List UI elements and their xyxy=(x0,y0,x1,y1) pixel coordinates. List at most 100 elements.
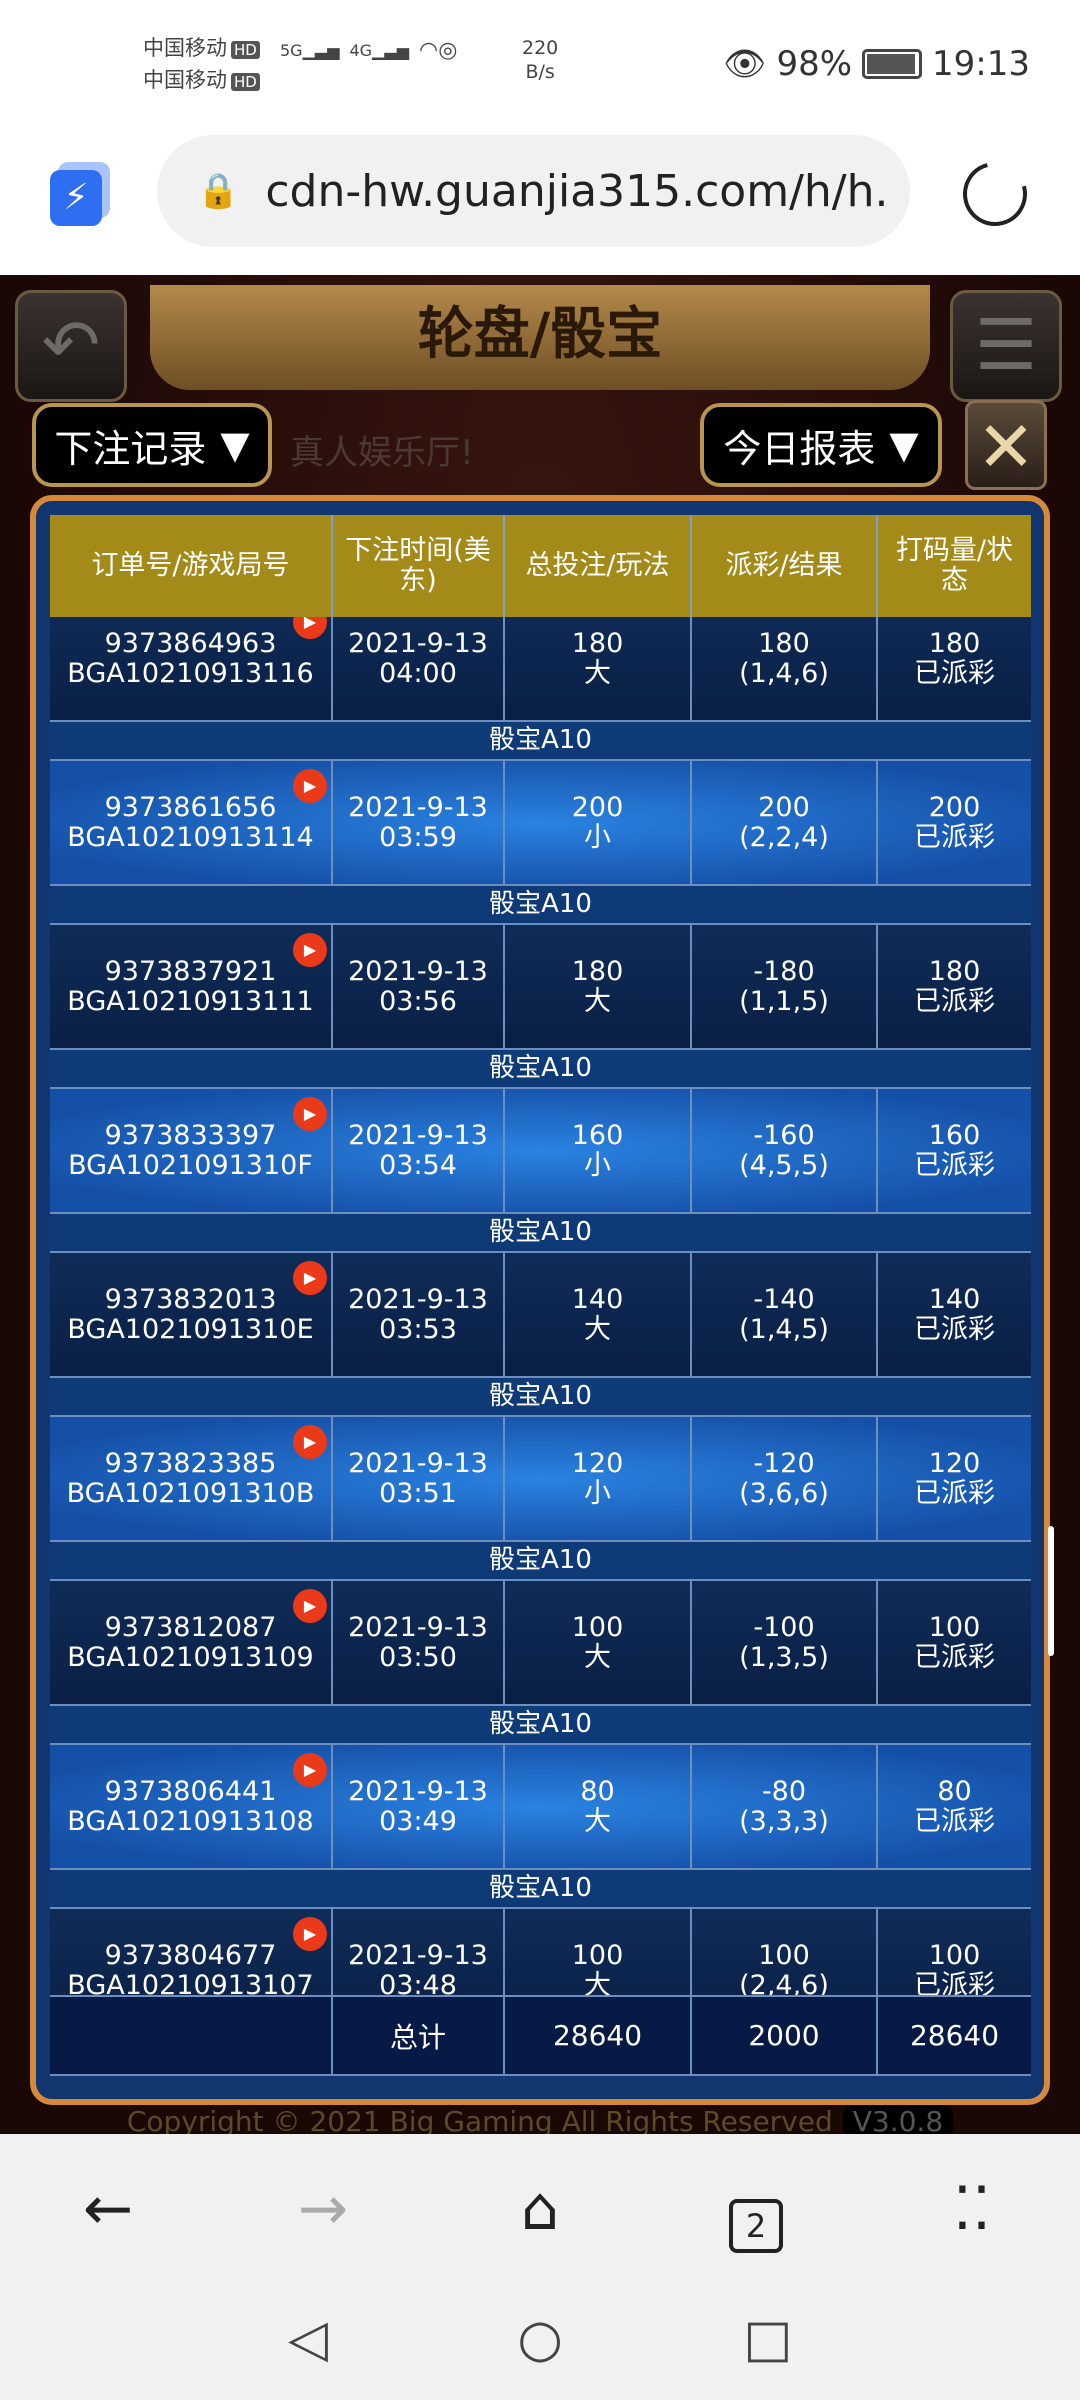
scrollbar[interactable] xyxy=(1048,1526,1054,1656)
back-button[interactable]: ↶ xyxy=(15,290,127,402)
bet-cell: 80 大 xyxy=(505,1745,692,1868)
clock: 19:13 xyxy=(932,44,1030,84)
report-dropdown[interactable]: 今日报表 ▼ xyxy=(700,403,942,487)
play-replay-icon[interactable]: ▶ xyxy=(293,1753,327,1787)
payout-cell: 100 (2,4,6) xyxy=(692,1909,878,1995)
signal-4g-icon: 4G▁▃▅ xyxy=(349,41,410,60)
payout-cell: 200 (2,2,4) xyxy=(692,761,878,884)
time-cell: 2021-9-13 03:49 xyxy=(333,1745,505,1868)
play-replay-icon[interactable]: ▶ xyxy=(293,1261,327,1295)
order-cell: 9373806441 BGA10210913108 ▶ xyxy=(50,1745,333,1868)
order-cell: 9373804677 BGA10210913107 ▶ xyxy=(50,1909,333,1995)
close-button[interactable]: ✕ xyxy=(965,400,1047,490)
system-home-icon[interactable]: ○ xyxy=(517,2309,563,2369)
status-bar: 中国移动 HD 中国移动 HD 5G▁▃▅ 4G▁▃▅ ◠◎ 220 B/s 👁 98… xyxy=(0,0,1080,120)
table-row[interactable]: 9373806441 BGA10210913108 ▶ 2021-9-13 03:49… xyxy=(50,1745,1031,1870)
marquee-text: 真人娱乐厅! xyxy=(290,433,474,473)
table-row[interactable]: 9373861656 BGA10210913114 ▶ 2021-9-13 03:59… xyxy=(50,761,1031,886)
total-row: 总计 28640 2000 28640 xyxy=(50,1995,1031,2076)
table-row[interactable]: 9373804677 BGA10210913107 ▶ 2021-9-13 03:48… xyxy=(50,1909,1031,1995)
order-cell: 9373864963 BGA10210913116 ▶ xyxy=(50,617,333,720)
address-bar[interactable]: 🔒 cdn-hw.guanjia315.com/h/h. xyxy=(157,135,910,247)
header-order: 订单号/游戏局号 xyxy=(50,515,333,617)
carrier-2: 中国移动 HD xyxy=(143,64,260,94)
table-row[interactable]: 9373832013 BGA1021091310E ▶ 2021-9-13 03:53… xyxy=(50,1253,1031,1378)
payout-cell: -100 (1,3,5) xyxy=(692,1581,878,1704)
play-replay-icon[interactable]: ▶ xyxy=(293,1425,327,1459)
time-cell: 2021-9-13 03:59 xyxy=(333,761,505,884)
network-speed: 220 B/s xyxy=(522,37,559,83)
table-row[interactable]: 9373837921 BGA10210913111 ▶ 2021-9-13 03:56… xyxy=(50,925,1031,1050)
header-payout: 派彩/结果 xyxy=(692,515,878,617)
table-row[interactable]: 9373864963 BGA10210913116 ▶ 2021-9-13 04:00… xyxy=(50,617,1031,722)
order-cell: 9373812087 BGA10210913109 ▶ xyxy=(50,1581,333,1704)
table-header: 订单号/游戏局号 下注时间(美东) 总投注/玩法 派彩/结果 打码量/状态 xyxy=(50,515,1031,617)
bet-cell: 180 大 xyxy=(505,925,692,1048)
triangle-down-icon: ▼ xyxy=(220,423,250,467)
play-replay-icon[interactable]: ▶ xyxy=(293,1097,327,1131)
game-label-row: 骰宝A10 xyxy=(50,1050,1031,1089)
table-row[interactable]: 9373812087 BGA10210913109 ▶ 2021-9-13 03:50… xyxy=(50,1581,1031,1706)
total-turnover: 28640 xyxy=(909,2019,1000,2052)
eye-icon: 👁 xyxy=(723,44,767,84)
play-replay-icon[interactable]: ▶ xyxy=(293,617,327,639)
home-icon[interactable]: ⌂ xyxy=(520,2174,560,2244)
order-cell: 9373833397 BGA1021091310F ▶ xyxy=(50,1089,333,1212)
records-table: 订单号/游戏局号 下注时间(美东) 总投注/玩法 派彩/结果 打码量/状态 93… xyxy=(50,515,1031,2076)
system-recents-icon[interactable]: □ xyxy=(743,2309,793,2369)
system-back-icon[interactable]: ◁ xyxy=(288,2309,328,2369)
triangle-down-icon: ▼ xyxy=(889,423,919,467)
carrier-1: 中国移动 HD xyxy=(143,32,260,62)
bet-cell: 140 大 xyxy=(505,1253,692,1376)
total-payout: 2000 xyxy=(692,1997,878,2074)
battery-icon xyxy=(862,49,923,79)
back-arrow-icon[interactable]: ← xyxy=(82,2174,134,2244)
lock-icon: 🔒 xyxy=(197,171,240,211)
order-cell: 9373861656 BGA10210913114 ▶ xyxy=(50,761,333,884)
lightning-app-icon[interactable]: ⚡ xyxy=(50,170,102,226)
play-replay-icon[interactable]: ▶ xyxy=(293,1917,327,1951)
title-banner: 轮盘/骰宝 xyxy=(150,285,930,390)
records-panel: 订单号/游戏局号 下注时间(美东) 总投注/玩法 派彩/结果 打码量/状态 93… xyxy=(30,495,1054,2105)
game-label-row: 骰宝A10 xyxy=(50,722,1031,761)
status-cell: 100 已派彩 xyxy=(914,1939,995,1995)
time-cell: 2021-9-13 03:56 xyxy=(333,925,505,1048)
time-cell: 2021-9-13 04:00 xyxy=(333,617,505,720)
signal-5g-icon: 5G▁▃▅ xyxy=(280,41,340,60)
payout-cell: -140 (1,4,5) xyxy=(692,1253,878,1376)
footer: Copyright © 2021 Big Gaming All Rights R… xyxy=(0,2105,1080,2138)
status-cell: 100 已派彩 xyxy=(914,1611,995,1673)
payout-cell: -80 (3,3,3) xyxy=(692,1745,878,1868)
browser-bottom-bar: ← → ⌂ 2 ⁚⁚ ◁ ○ □ xyxy=(0,2134,1080,2400)
game-page: ↶ 轮盘/骰宝 ☰ 真人娱乐厅! 下注记录 ▼ 今日报表 ▼ ✕ 订单号/游戏局号 … xyxy=(0,275,1080,2138)
time-cell: 2021-9-13 03:50 xyxy=(333,1581,505,1704)
status-cell: 160 已派彩 xyxy=(914,1119,995,1181)
game-label-row: 骰宝A10 xyxy=(50,1706,1031,1745)
payout-cell: -120 (3,6,6) xyxy=(692,1417,878,1540)
status-cell: 80 已派彩 xyxy=(914,1775,995,1837)
order-cell: 9373823385 BGA1021091310B ▶ xyxy=(50,1417,333,1540)
bet-record-dropdown[interactable]: 下注记录 ▼ xyxy=(32,403,272,487)
payout-cell: 180 (1,4,6) xyxy=(692,617,878,720)
time-cell: 2021-9-13 03:48 xyxy=(333,1909,505,1995)
bet-cell: 100 大 xyxy=(505,1581,692,1704)
play-replay-icon[interactable]: ▶ xyxy=(293,933,327,967)
more-icon[interactable]: ⁚⁚ xyxy=(952,2174,992,2244)
payout-cell: -160 (4,5,5) xyxy=(692,1089,878,1212)
table-row[interactable]: 9373823385 BGA1021091310B ▶ 2021-9-13 03:51… xyxy=(50,1417,1031,1542)
time-cell: 2021-9-13 03:53 xyxy=(333,1253,505,1376)
status-cell: 180 已派彩 xyxy=(914,955,995,1017)
table-body[interactable]: 9373864963 BGA10210913116 ▶ 2021-9-13 04:00… xyxy=(50,617,1031,1995)
menu-button[interactable]: ☰ xyxy=(950,290,1062,402)
order-cell: 9373837921 BGA10210913111 ▶ xyxy=(50,925,333,1048)
payout-cell: -180 (1,1,5) xyxy=(692,925,878,1048)
tabs-button[interactable]: 2 xyxy=(706,2182,806,2253)
reload-icon[interactable] xyxy=(951,150,1039,238)
header-bet: 总投注/玩法 xyxy=(505,515,692,617)
table-row[interactable]: 9373833397 BGA1021091310F ▶ 2021-9-13 03:54… xyxy=(50,1089,1031,1214)
play-replay-icon[interactable]: ▶ xyxy=(293,769,327,803)
url-text: cdn-hw.guanjia315.com/h/h. xyxy=(265,165,889,217)
forward-arrow-icon[interactable]: → xyxy=(297,2174,349,2244)
play-replay-icon[interactable]: ▶ xyxy=(293,1589,327,1623)
bet-cell: 100 大 xyxy=(505,1909,692,1995)
